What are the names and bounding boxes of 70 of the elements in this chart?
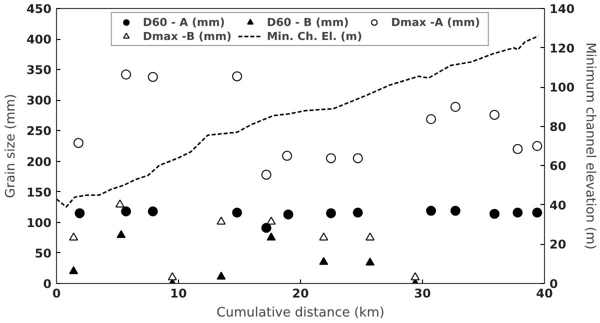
point bbox=[266, 216, 276, 225]
y2-tick-label: 60 bbox=[550, 159, 566, 174]
point bbox=[232, 71, 242, 82]
point bbox=[232, 208, 242, 218]
y-tick-label: 50 bbox=[34, 246, 52, 260]
point bbox=[69, 232, 78, 240]
y-tick-label: 250 bbox=[26, 124, 52, 138]
y-axis-title: Grain size (mm) bbox=[3, 94, 18, 198]
point bbox=[366, 258, 375, 266]
point bbox=[410, 272, 420, 280]
y-tick-label: 300 bbox=[26, 94, 52, 108]
point bbox=[532, 208, 542, 218]
point bbox=[319, 256, 328, 265]
x-tick-label: 20 bbox=[292, 286, 309, 300]
legend-label: Min. Ch. El. (m) bbox=[266, 29, 362, 43]
x-tick-label: 0 bbox=[52, 286, 61, 300]
x-tick-label: 40 bbox=[536, 286, 553, 300]
point bbox=[512, 144, 523, 154]
point bbox=[489, 110, 500, 120]
x-tick-label: 10 bbox=[170, 286, 187, 300]
y-tick-label: 0 bbox=[43, 277, 52, 291]
y-tick-label: 200 bbox=[26, 154, 52, 169]
legend-label: D60 - A (mm) bbox=[142, 15, 226, 29]
legend-label: D60 - B (mm) bbox=[266, 15, 350, 29]
point bbox=[216, 272, 226, 280]
y-tick-label: 100 bbox=[26, 216, 52, 230]
point bbox=[426, 206, 436, 216]
point bbox=[121, 206, 132, 216]
y-tick-label: 350 bbox=[26, 63, 52, 78]
y2-tick-label: 100 bbox=[550, 80, 575, 95]
point bbox=[326, 208, 336, 218]
point bbox=[352, 208, 363, 218]
point bbox=[266, 232, 276, 240]
y-tick-label: 450 bbox=[26, 2, 52, 16]
x-tick-label: 30 bbox=[414, 286, 431, 300]
point bbox=[148, 206, 158, 216]
point bbox=[168, 272, 177, 280]
legend-label: Dmax -B (mm) bbox=[142, 29, 233, 43]
point bbox=[352, 153, 363, 164]
point bbox=[216, 216, 226, 225]
legend-label: Dmax -A (mm) bbox=[391, 15, 481, 29]
point bbox=[426, 114, 436, 124]
point bbox=[116, 230, 126, 238]
y2-tick-label: 20 bbox=[550, 238, 566, 252]
point bbox=[148, 72, 158, 82]
point bbox=[282, 150, 292, 161]
point bbox=[319, 232, 328, 240]
point bbox=[489, 208, 500, 219]
point bbox=[74, 208, 85, 218]
point bbox=[115, 200, 124, 208]
point bbox=[283, 209, 294, 220]
point bbox=[512, 208, 523, 218]
point bbox=[450, 102, 460, 112]
point bbox=[261, 222, 272, 233]
point bbox=[73, 138, 84, 148]
y2-tick-label: 40 bbox=[550, 198, 566, 212]
point bbox=[121, 70, 132, 80]
y2-tick-label: 80 bbox=[550, 120, 566, 134]
y2-tick-label: 120 bbox=[550, 41, 575, 56]
y-tick-label: 150 bbox=[26, 185, 52, 200]
point bbox=[69, 266, 78, 274]
x-axis-title: Cumulative distance (km) bbox=[216, 306, 384, 320]
y-tick-label: 400 bbox=[26, 32, 52, 47]
point bbox=[450, 206, 460, 216]
y2-tick-label: 140 bbox=[550, 2, 575, 16]
y2-axis-title: Minimum channel elevation (m) bbox=[582, 42, 598, 250]
point bbox=[532, 141, 542, 151]
point bbox=[366, 232, 375, 240]
point bbox=[326, 153, 336, 164]
point bbox=[261, 170, 272, 180]
